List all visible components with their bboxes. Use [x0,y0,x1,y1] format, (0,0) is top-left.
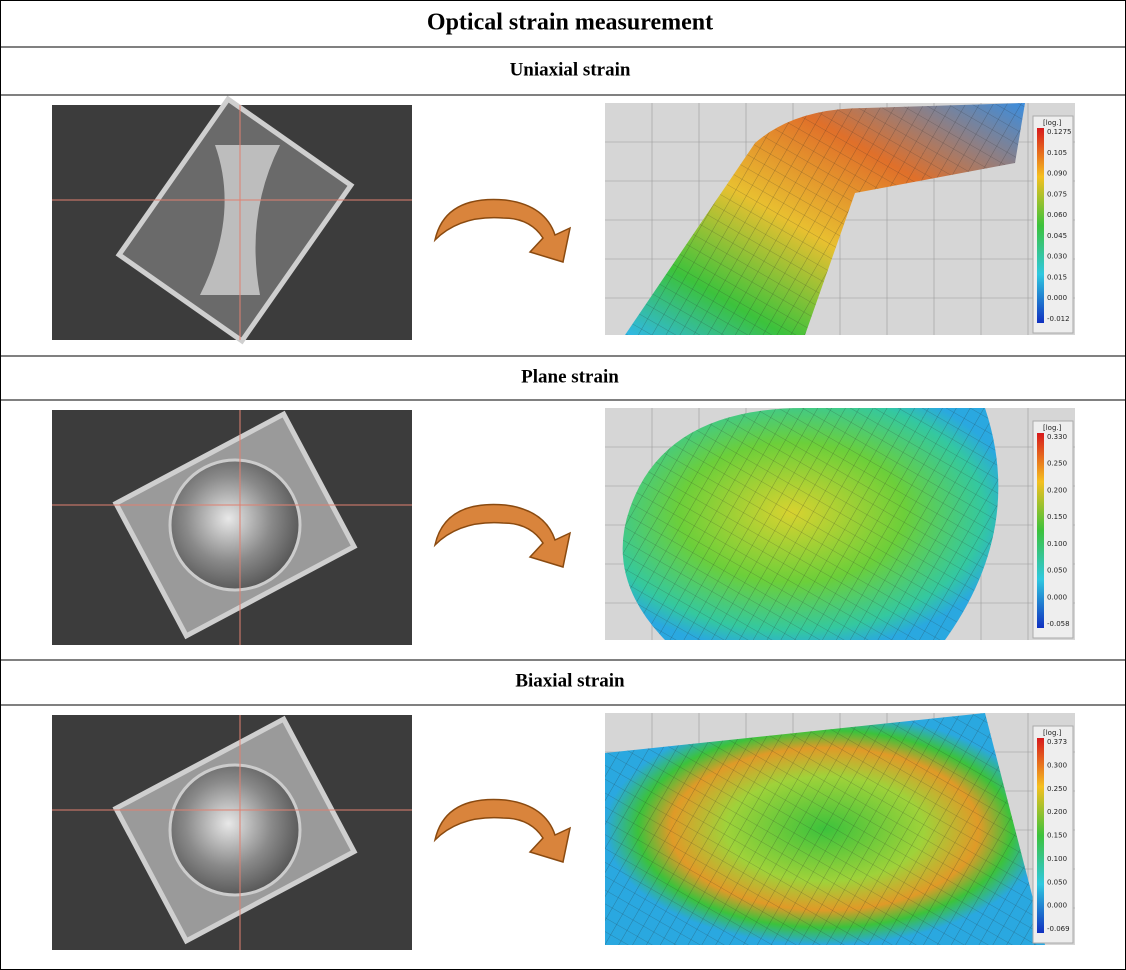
section-heading: Biaxial strain [515,670,625,691]
table-title: Optical strain measurement [427,10,713,36]
section-heading: Uniaxial strain [510,59,631,80]
colorbar-label: 0.045 [1047,232,1067,240]
colorbar [1037,433,1044,628]
colorbar-label: 0.373 [1047,738,1067,746]
strain-mesh [623,408,999,640]
specimen-photo [52,410,412,645]
figure-table: Optical strain measurement Uniaxial stra… [0,0,1126,970]
strain-map: [log.]0.373 0.300 0.250 0.200 0.150 0.100 0.05… [605,713,1075,945]
strain-mesh [605,713,1045,945]
strain-map: [log.]0.330 0.250 0.200 0.150 0.100 0.050 0.00… [605,408,1075,640]
colorbar-label: 0.150 [1047,832,1067,840]
colorbar-label: 0.090 [1047,170,1067,178]
colorbar-label: 0.000 [1047,294,1067,302]
specimen-photo [52,99,412,341]
colorbar-unit: [log.] [1043,119,1062,127]
colorbar-label: -0.058 [1047,620,1070,628]
dome [170,765,300,895]
arrow [435,200,570,263]
colorbar-label: -0.069 [1047,925,1070,933]
colorbar-label: 0.200 [1047,486,1067,494]
colorbar-label: 0.015 [1047,273,1067,281]
colorbar-label: 0.1275 [1047,128,1072,136]
arrow [435,505,570,568]
colorbar-label: 0.030 [1047,253,1067,261]
colorbar-label: 0.300 [1047,761,1067,769]
colorbar-label: 0.060 [1047,211,1067,219]
colorbar-label: 0.000 [1047,593,1067,601]
colorbar-label: 0.075 [1047,190,1067,198]
colorbar-label: 0.050 [1047,567,1067,575]
colorbar-unit: [log.] [1043,729,1062,737]
colorbar [1037,738,1044,933]
colorbar-label: 0.100 [1047,855,1067,863]
colorbar-label: 0.000 [1047,902,1067,910]
colorbar-label: -0.012 [1047,315,1070,323]
colorbar-label: 0.050 [1047,878,1067,886]
colorbar-label: 0.250 [1047,785,1067,793]
colorbar-label: 0.105 [1047,149,1067,157]
colorbar-label: 0.100 [1047,540,1067,548]
colorbar-unit: [log.] [1043,424,1062,432]
page: {"title": "Optical strain measurement", … [0,0,1126,970]
section-heading: Plane strain [521,366,619,387]
colorbar-label: 0.250 [1047,460,1067,468]
arrow [435,800,570,863]
colorbar-label: 0.150 [1047,513,1067,521]
strain-map: [log.]0.1275 0.105 0.090 0.075 0.060 0.045 0.0… [605,103,1075,335]
dome [170,460,300,590]
colorbar-label: 0.330 [1047,433,1067,441]
colorbar-label: 0.200 [1047,808,1067,816]
specimen-photo [52,715,412,950]
colorbar [1037,128,1044,323]
